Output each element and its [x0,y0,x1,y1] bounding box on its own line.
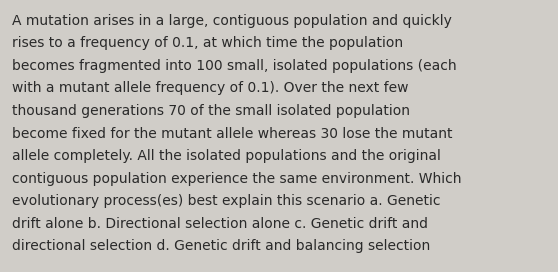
Text: becomes fragmented into 100 small, isolated populations (each: becomes fragmented into 100 small, isola… [12,59,456,73]
Text: allele completely. All the isolated populations and the original: allele completely. All the isolated popu… [12,149,441,163]
Text: evolutionary process(es) best explain this scenario a. Genetic: evolutionary process(es) best explain th… [12,194,440,208]
Text: thousand generations 70 of the small isolated population: thousand generations 70 of the small iso… [12,104,410,118]
Text: rises to a frequency of 0.1, at which time the population: rises to a frequency of 0.1, at which ti… [12,36,403,51]
Text: directional selection d. Genetic drift and balancing selection: directional selection d. Genetic drift a… [12,239,430,253]
Text: become fixed for the mutant allele whereas 30 lose the mutant: become fixed for the mutant allele where… [12,126,453,141]
Text: A mutation arises in a large, contiguous population and quickly: A mutation arises in a large, contiguous… [12,14,452,28]
Text: with a mutant allele frequency of 0.1). Over the next few: with a mutant allele frequency of 0.1). … [12,82,408,95]
Text: drift alone b. Directional selection alone c. Genetic drift and: drift alone b. Directional selection alo… [12,217,428,230]
Text: contiguous population experience the same environment. Which: contiguous population experience the sam… [12,172,461,186]
